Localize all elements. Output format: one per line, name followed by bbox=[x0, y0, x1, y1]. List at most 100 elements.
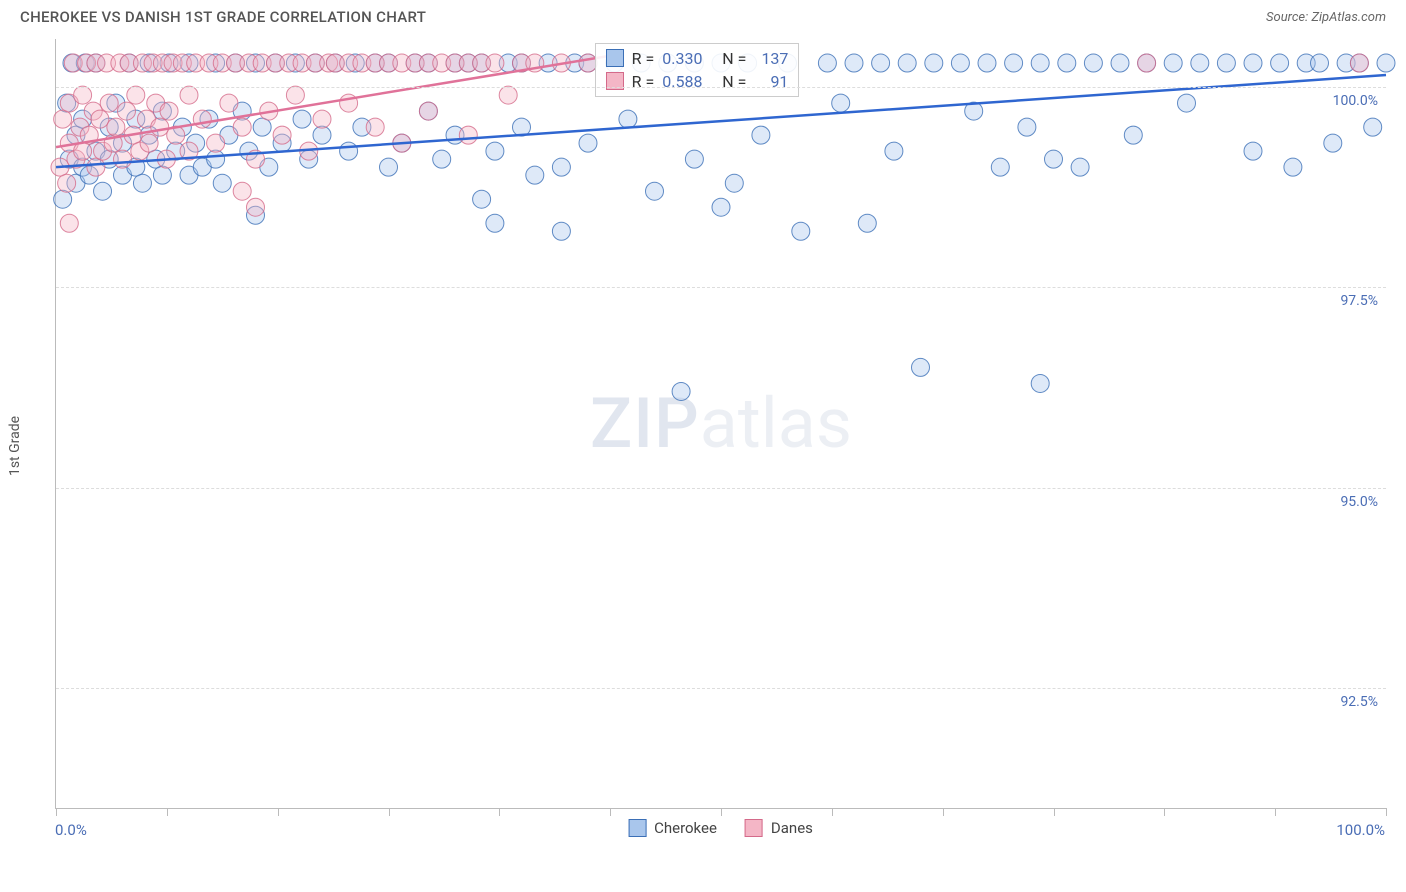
stats-r-label: R = bbox=[632, 49, 655, 68]
scatter-point bbox=[1350, 54, 1368, 72]
scatter-point bbox=[313, 126, 331, 144]
scatter-point bbox=[1244, 142, 1262, 160]
stats-n-value: 137 bbox=[754, 49, 788, 68]
scatter-point bbox=[459, 126, 477, 144]
scatter-point bbox=[1311, 54, 1329, 72]
scatter-point bbox=[273, 126, 291, 144]
legend-label: Danes bbox=[771, 819, 813, 837]
scatter-point bbox=[1164, 54, 1182, 72]
scatter-point bbox=[872, 54, 890, 72]
scatter-point bbox=[207, 134, 225, 152]
scatter-point bbox=[1377, 54, 1395, 72]
scatter-point bbox=[619, 110, 637, 128]
scatter-point bbox=[160, 102, 178, 120]
stats-row: R =0.588N = 91 bbox=[596, 70, 799, 93]
scatter-point bbox=[486, 54, 504, 72]
scatter-point bbox=[114, 150, 132, 168]
stats-r-value: 0.330 bbox=[662, 49, 714, 68]
scatter-point bbox=[898, 54, 916, 72]
scatter-point bbox=[752, 126, 770, 144]
scatter-point bbox=[1058, 54, 1076, 72]
scatter-point bbox=[433, 150, 451, 168]
legend-swatch bbox=[628, 819, 646, 837]
scatter-point bbox=[1178, 94, 1196, 112]
scatter-point bbox=[1244, 54, 1262, 72]
scatter-point bbox=[1018, 118, 1036, 136]
scatter-point bbox=[107, 118, 125, 136]
scatter-point bbox=[991, 158, 1009, 176]
chart-title: CHEROKEE VS DANISH 1ST GRADE CORRELATION… bbox=[20, 8, 426, 26]
scatter-point bbox=[1191, 54, 1209, 72]
scatter-point bbox=[1324, 134, 1342, 152]
scatter-point bbox=[978, 54, 996, 72]
legend-item: Danes bbox=[745, 819, 813, 837]
stats-row: R = 0.330 N = 137 bbox=[596, 47, 799, 70]
scatter-point bbox=[552, 158, 570, 176]
scatter-point bbox=[552, 222, 570, 240]
scatter-point bbox=[213, 174, 231, 192]
scatter-point bbox=[220, 94, 238, 112]
scatter-point bbox=[925, 54, 943, 72]
scatter-point bbox=[526, 166, 544, 184]
scatter-point bbox=[54, 110, 72, 128]
scatter-point bbox=[153, 166, 171, 184]
scatter-point bbox=[1217, 54, 1235, 72]
grid-line bbox=[56, 287, 1386, 288]
stats-legend-box: R = 0.330 N = 137 R =0.588N = 91 bbox=[595, 43, 800, 97]
scatter-point bbox=[58, 174, 76, 192]
scatter-point bbox=[1284, 158, 1302, 176]
stats-swatch bbox=[606, 49, 624, 67]
scatter-point bbox=[100, 94, 118, 112]
scatter-point bbox=[207, 150, 225, 168]
grid-line bbox=[56, 688, 1386, 689]
scatter-point bbox=[233, 182, 251, 200]
scatter-point bbox=[712, 198, 730, 216]
scatter-point bbox=[579, 134, 597, 152]
scatter-svg bbox=[56, 39, 1386, 808]
scatter-point bbox=[1138, 54, 1156, 72]
scatter-point bbox=[486, 142, 504, 160]
source-name: ZipAtlas.com bbox=[1311, 10, 1386, 25]
scatter-point bbox=[151, 118, 169, 136]
scatter-point bbox=[180, 86, 198, 104]
scatter-point bbox=[1364, 118, 1382, 136]
scatter-point bbox=[1045, 150, 1063, 168]
y-tick-label: 95.0% bbox=[1340, 494, 1378, 510]
legend: Cherokee Danes bbox=[628, 819, 813, 837]
scatter-point bbox=[818, 54, 836, 72]
scatter-point bbox=[1111, 54, 1129, 72]
scatter-point bbox=[94, 182, 112, 200]
scatter-point bbox=[1031, 54, 1049, 72]
scatter-point bbox=[193, 110, 211, 128]
scatter-point bbox=[247, 198, 265, 216]
scatter-point bbox=[313, 110, 331, 128]
scatter-point bbox=[117, 102, 135, 120]
scatter-point bbox=[486, 214, 504, 232]
y-axis-title: 1st Grade bbox=[7, 416, 23, 476]
scatter-point bbox=[366, 118, 384, 136]
scatter-point bbox=[127, 86, 145, 104]
scatter-point bbox=[419, 102, 437, 120]
scatter-point bbox=[380, 158, 398, 176]
scatter-point bbox=[672, 382, 690, 400]
scatter-point bbox=[646, 182, 664, 200]
grid-line bbox=[56, 87, 1386, 88]
scatter-point bbox=[858, 214, 876, 232]
scatter-point bbox=[340, 142, 358, 160]
y-tick-label: 97.5% bbox=[1340, 293, 1378, 309]
grid-line bbox=[56, 488, 1386, 489]
chart-header: CHEROKEE VS DANISH 1ST GRADE CORRELATION… bbox=[0, 0, 1406, 34]
scatter-point bbox=[1271, 54, 1289, 72]
scatter-point bbox=[1071, 158, 1089, 176]
legend-item: Cherokee bbox=[628, 819, 717, 837]
scatter-point bbox=[885, 142, 903, 160]
y-tick-label: 100.0% bbox=[1333, 93, 1378, 109]
scatter-point bbox=[912, 358, 930, 376]
scatter-point bbox=[140, 134, 158, 152]
stats-n-label: N = bbox=[722, 49, 746, 68]
scatter-point bbox=[1005, 54, 1023, 72]
scatter-point bbox=[473, 190, 491, 208]
scatter-point bbox=[845, 54, 863, 72]
scatter-point bbox=[286, 86, 304, 104]
x-axis-labels: CherokeeDanes 0.0%100.0% bbox=[55, 809, 1386, 839]
